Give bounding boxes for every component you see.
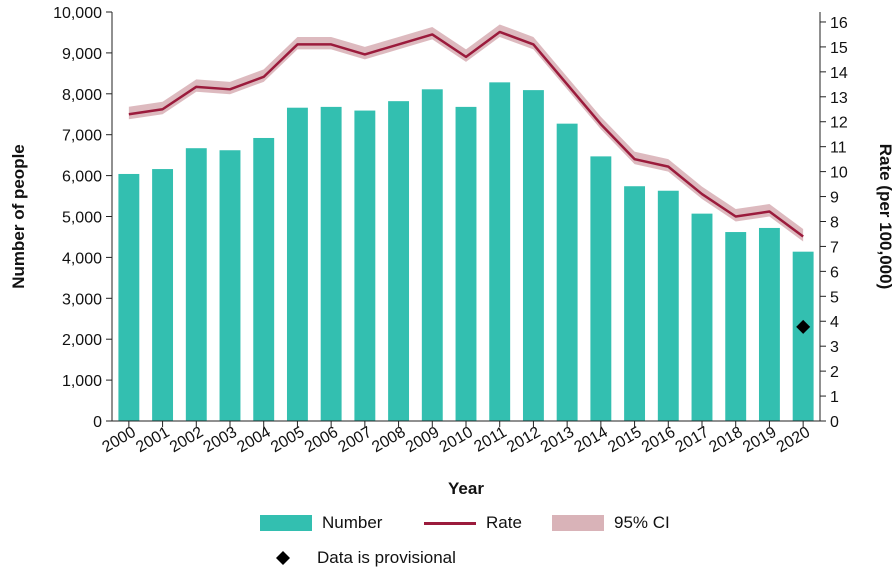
x-tick-label: 2012: [504, 424, 543, 457]
legend-item-rate: Rate: [424, 513, 522, 533]
y2-tick-label: 16: [830, 15, 848, 32]
legend-label-provisional: Data is provisional: [317, 548, 456, 567]
x-tick-label: 2015: [605, 424, 644, 457]
x-tick-label: 2011: [471, 424, 509, 456]
y2-tick-label: 1: [830, 389, 839, 406]
y-tick-label: 6,000: [62, 169, 102, 186]
y2-tick-label: 9: [830, 190, 839, 207]
legend-label-ci: 95% CI: [614, 513, 670, 532]
bar-2017: [691, 213, 713, 421]
bar-2006: [320, 106, 342, 421]
legend-swatch-rate: [424, 521, 476, 525]
legend-label-number: Number: [322, 513, 383, 532]
bar-2019: [758, 227, 780, 421]
y2-tick-label: 6: [830, 264, 839, 281]
x-tick-label: 2013: [538, 424, 577, 457]
y-tick-label: 3,000: [62, 291, 102, 308]
bar-2005: [286, 107, 308, 422]
y2-tick-label: 13: [830, 90, 848, 107]
bar-2012: [522, 90, 544, 421]
bar-2007: [354, 110, 376, 421]
bar-2011: [489, 82, 511, 422]
bar-2008: [388, 101, 410, 422]
y2-tick-label: 14: [830, 65, 848, 82]
x-tick-label: 2007: [336, 424, 375, 457]
x-axis-title: Year: [448, 479, 484, 498]
y2-tick-label: 11: [830, 140, 847, 157]
x-tick-label: 2017: [673, 424, 712, 457]
bar-2014: [590, 156, 612, 421]
x-tick-label: 2006: [302, 424, 341, 457]
x-tick-label: 2009: [403, 424, 442, 457]
x-tick-label: 2005: [268, 424, 307, 457]
bar-2000: [118, 173, 140, 421]
legend: Number Rate 95% CI Data is provisional: [0, 505, 894, 568]
y-tick-label: 7,000: [62, 128, 102, 145]
x-tick-label: 2004: [234, 424, 273, 457]
y2-tick-label: 4: [830, 314, 839, 331]
x-tick-label: 2016: [639, 424, 678, 457]
y-tick-label: 1,000: [62, 373, 102, 390]
y-tick-label: 8,000: [62, 87, 102, 104]
provisional-marker: [796, 319, 811, 334]
x-tick-label: 2014: [572, 424, 611, 457]
bar-2004: [253, 137, 275, 422]
y2-tick-label: 3: [830, 339, 839, 356]
rate-line: [128, 30, 804, 238]
y2-tick-label: 7: [830, 239, 839, 256]
legend-label-rate: Rate: [486, 513, 522, 532]
bar-2013: [556, 123, 578, 422]
legend-swatch-ci: [552, 515, 604, 531]
x-tick-label: 2010: [437, 424, 476, 457]
y-tick-label: 2,000: [62, 332, 102, 349]
legend-swatch-number: [260, 515, 312, 531]
x-tick-label: 2000: [100, 424, 139, 457]
y-axis-title: Number of people: [9, 144, 28, 289]
x-tick-label: 2003: [201, 424, 240, 457]
legend-item-ci: 95% CI: [552, 513, 670, 533]
y2-tick-label: 2: [830, 364, 839, 381]
x-tick-label: 2020: [774, 424, 813, 457]
y-tick-label: 9,000: [62, 46, 102, 63]
legend-item-provisional: Data is provisional: [275, 548, 456, 568]
bar-2003: [219, 150, 241, 421]
x-tick-label: 2002: [167, 424, 206, 457]
y2-tick-label: 0: [830, 414, 839, 431]
legend-item-number: Number: [260, 513, 382, 533]
y2-tick-label: 10: [830, 165, 848, 182]
y-tick-label: 5,000: [62, 210, 102, 227]
x-tick-label: 2019: [740, 424, 779, 457]
y-tick-label: 10,000: [53, 5, 102, 22]
y2-tick-label: 5: [830, 289, 839, 306]
bar-2020: [792, 251, 814, 421]
x-tick-label: 2008: [369, 424, 408, 457]
y-tick-label: 0: [93, 414, 102, 431]
y2-tick-label: 8: [830, 214, 839, 231]
bar-2015: [624, 186, 646, 421]
bar-2009: [421, 89, 443, 422]
bar-2002: [185, 148, 207, 421]
y2-tick-label: 12: [830, 115, 848, 132]
x-tick-label: 2001: [133, 424, 172, 457]
x-tick-label: 2018: [706, 424, 745, 457]
y2-tick-label: 15: [830, 40, 848, 57]
bar-2010: [455, 106, 477, 421]
ci-band: [128, 24, 804, 242]
chart-svg: 0 1,000 2,000 3,000 4,000 5,000 6,000 7,000 8,00…: [9, 5, 894, 498]
y-tick-label: 4,000: [62, 250, 102, 267]
legend-diamond-icon: [276, 551, 290, 565]
y2-axis-title: Rate (per 100,000): [876, 144, 894, 290]
bar-2001: [152, 169, 174, 421]
bar-2016: [657, 190, 679, 421]
bar-2018: [725, 232, 747, 421]
